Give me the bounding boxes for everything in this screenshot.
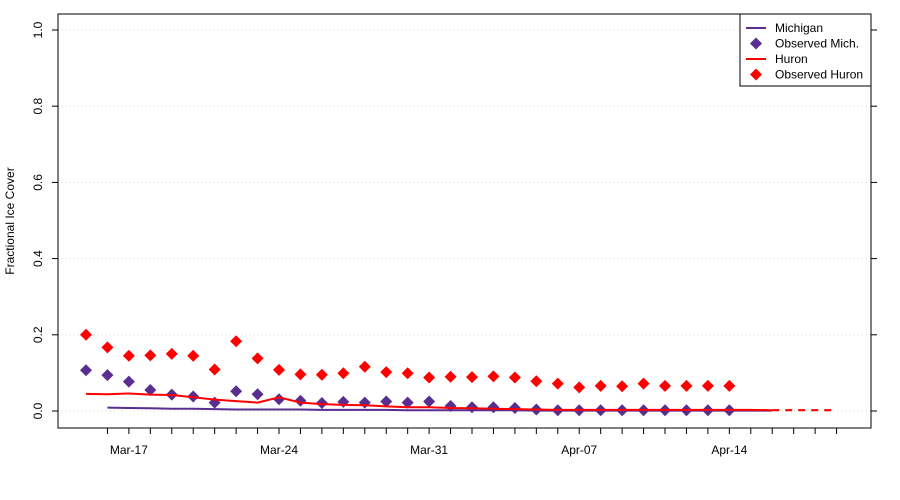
- point-observed-huron: [487, 370, 500, 383]
- point-observed-huron: [144, 349, 157, 362]
- y-axis-title: Fractional Ice Cover: [3, 167, 17, 274]
- point-observed-huron: [294, 368, 307, 381]
- point-observed-mich-: [315, 396, 328, 409]
- legend-box: [739, 13, 872, 87]
- legend-label-michigan: Michigan: [775, 21, 823, 35]
- x-tick-label: Mar-31: [410, 443, 448, 457]
- point-observed-huron: [208, 363, 221, 376]
- point-observed-huron: [80, 328, 92, 341]
- point-observed-mich-: [487, 401, 500, 414]
- point-observed-huron: [594, 379, 607, 392]
- point-observed-huron: [273, 363, 286, 376]
- point-observed-mich-: [80, 364, 92, 377]
- y-tick-label: 0.4: [31, 250, 45, 267]
- y-tick-label: 0.6: [31, 174, 45, 191]
- point-observed-huron: [251, 352, 264, 365]
- point-observed-huron: [423, 371, 436, 384]
- point-observed-mich-: [380, 395, 393, 408]
- point-observed-huron: [701, 379, 714, 392]
- point-observed-huron: [358, 360, 371, 373]
- point-observed-huron: [723, 379, 736, 392]
- legend-label-huron: Huron: [775, 52, 808, 66]
- series-layer: [80, 328, 837, 417]
- point-observed-huron: [508, 371, 521, 384]
- point-observed-huron: [380, 366, 393, 379]
- legend-label-observed-huron: Observed Huron: [775, 68, 863, 82]
- legend-swatch-observed-mich-: [750, 37, 762, 50]
- x-tick-label: Apr-07: [561, 443, 597, 457]
- point-observed-mich-: [423, 395, 436, 408]
- point-observed-mich-: [508, 401, 521, 414]
- point-observed-mich-: [101, 369, 114, 382]
- point-observed-huron: [165, 347, 178, 360]
- point-observed-mich-: [251, 388, 264, 401]
- legend-label-observed-mich-: Observed Mich.: [775, 37, 859, 51]
- point-observed-mich-: [358, 396, 371, 409]
- point-observed-mich-: [144, 384, 157, 397]
- point-observed-mich-: [122, 375, 135, 388]
- legend-swatch-observed-huron: [750, 68, 762, 81]
- point-observed-mich-: [401, 396, 414, 409]
- point-observed-huron: [573, 381, 586, 394]
- series-line-huron: [85, 392, 773, 412]
- point-observed-mich-: [230, 385, 243, 398]
- x-tick-label: Apr-14: [711, 443, 747, 457]
- grid-lines: [58, 29, 871, 412]
- y-tick-label: 0.0: [31, 402, 45, 419]
- x-tick-label: Mar-17: [110, 443, 148, 457]
- point-observed-huron: [230, 335, 243, 348]
- point-observed-mich-: [273, 393, 286, 406]
- x-tick-label: Mar-24: [260, 443, 298, 457]
- point-observed-huron: [551, 377, 564, 390]
- y-tick-label: 0.8: [31, 98, 45, 115]
- point-observed-huron: [680, 379, 693, 392]
- y-axis: 0.0 0.2 0.4 0.6 0.8 1.0: [31, 21, 877, 419]
- point-observed-huron: [101, 341, 114, 354]
- point-observed-huron: [401, 367, 414, 380]
- point-observed-huron: [466, 371, 479, 384]
- point-observed-huron: [659, 379, 672, 392]
- point-observed-huron: [315, 368, 328, 381]
- point-observed-huron: [444, 370, 457, 383]
- point-observed-mich-: [337, 395, 350, 408]
- plot-frame: [57, 13, 872, 429]
- point-observed-huron: [637, 377, 650, 390]
- point-observed-huron: [530, 375, 543, 388]
- legend: Michigan Observed Mich.Huron Observed Huro…: [739, 13, 872, 87]
- y-tick-label: 1.0: [31, 21, 45, 38]
- point-observed-mich-: [444, 400, 457, 413]
- point-observed-huron: [337, 367, 350, 380]
- point-observed-huron: [122, 349, 135, 362]
- point-observed-huron: [616, 380, 629, 393]
- point-observed-huron: [187, 349, 200, 362]
- x-axis: Mar-17 Mar-24 Mar-31 Apr-07 Apr-14: [106, 428, 838, 457]
- y-tick-label: 0.2: [31, 326, 45, 343]
- point-observed-mich-: [466, 401, 479, 414]
